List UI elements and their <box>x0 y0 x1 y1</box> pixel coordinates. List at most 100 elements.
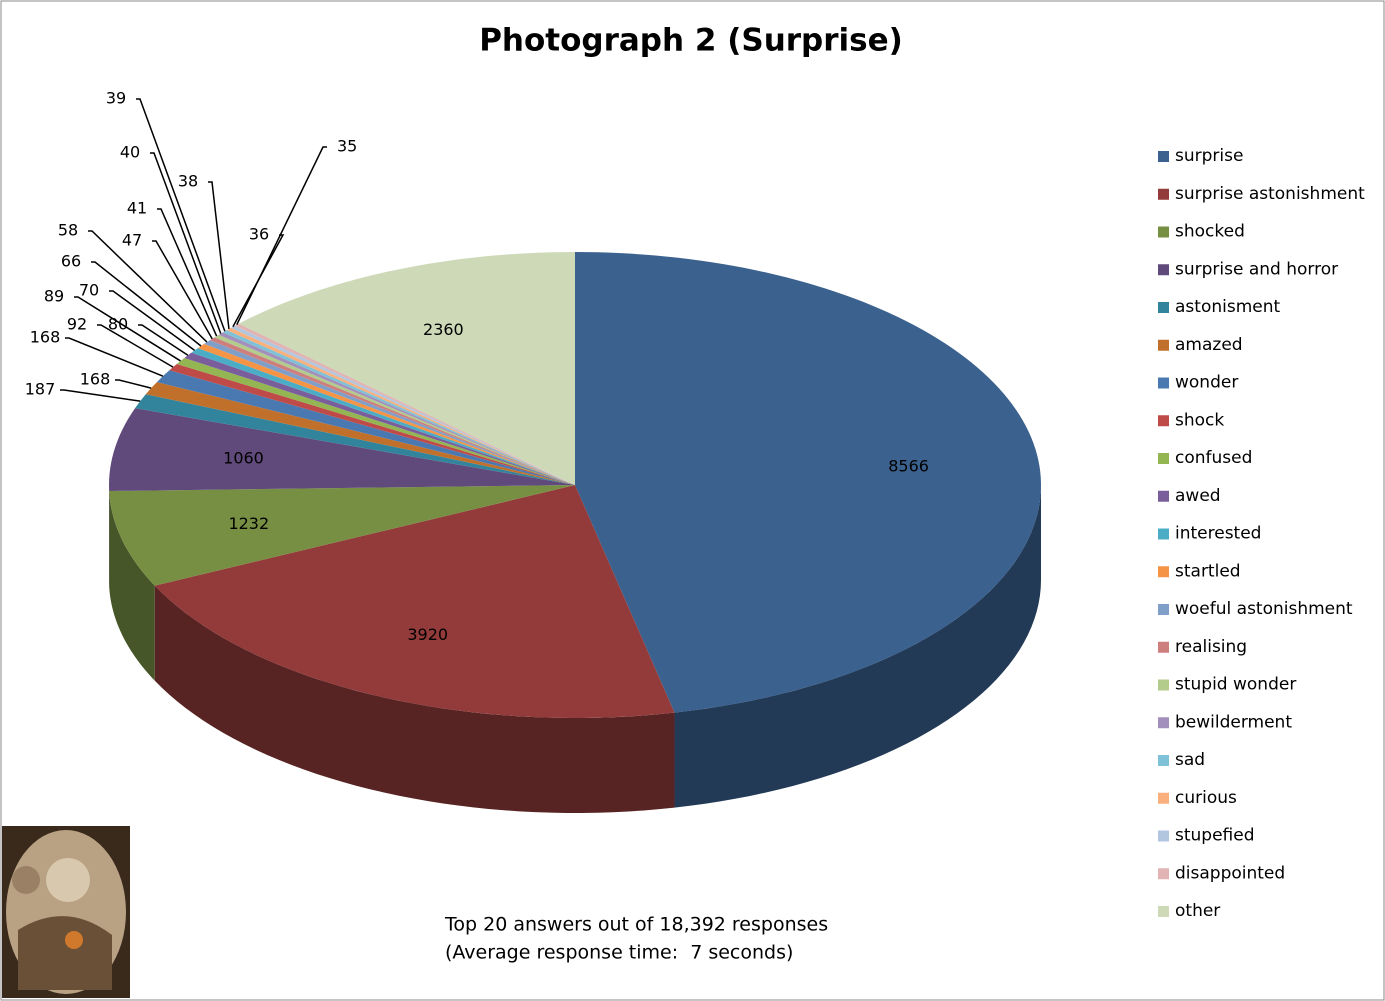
legend-label: other <box>1175 901 1220 921</box>
legend-label: curious <box>1175 788 1237 808</box>
legend-label: realising <box>1175 637 1247 657</box>
data-label: 168 <box>30 328 61 347</box>
data-label: 38 <box>178 172 198 191</box>
leader-line <box>91 261 202 347</box>
slice <box>222 330 576 485</box>
leader-line <box>157 208 218 337</box>
slice <box>109 408 576 492</box>
legend-label: awed <box>1175 486 1221 506</box>
slice <box>191 348 575 485</box>
annotation: Top 20 answers out of 18,392 responses <box>444 914 828 936</box>
legend-label: wonder <box>1175 373 1238 393</box>
legend-label: confused <box>1175 448 1252 468</box>
slice <box>109 485 576 586</box>
slice-side <box>109 491 155 681</box>
leader-line <box>150 152 222 334</box>
legend-label: amazed <box>1175 335 1243 355</box>
data-label: 187 <box>25 380 56 399</box>
leader-line <box>138 324 189 356</box>
data-label: 66 <box>61 252 81 271</box>
legend-label: sad <box>1175 750 1205 770</box>
legend-swatch <box>1158 906 1169 917</box>
slice <box>204 340 575 485</box>
legend-swatch <box>1158 528 1169 540</box>
leader-line <box>97 324 174 368</box>
data-label: 2360 <box>423 320 464 339</box>
legend-swatch <box>1158 604 1169 615</box>
legend-swatch <box>1158 566 1169 578</box>
data-label: 8566 <box>888 456 929 475</box>
leader-line <box>136 98 226 332</box>
legend-label: startled <box>1175 561 1241 581</box>
leader-line <box>88 230 208 343</box>
slice <box>218 332 576 485</box>
annotation: (Average response time: 7 seconds) <box>445 942 793 964</box>
leader-line <box>115 379 152 389</box>
legend-swatch <box>1158 755 1169 766</box>
legend-swatch <box>1158 792 1169 804</box>
slice-side <box>674 485 1041 808</box>
slice <box>226 327 576 485</box>
slice <box>238 252 575 485</box>
data-label: 47 <box>122 231 142 250</box>
data-label: 92 <box>67 315 87 334</box>
legend-swatch <box>1158 339 1169 351</box>
slice <box>234 323 576 485</box>
legend-label: surprise <box>1175 146 1243 166</box>
data-label: 35 <box>337 137 357 156</box>
legend-swatch <box>1158 188 1169 200</box>
data-label: 58 <box>58 221 78 240</box>
slice <box>176 357 576 485</box>
chart-title: Photograph 2 (Surprise) <box>479 23 903 59</box>
slice <box>184 352 575 485</box>
slice <box>135 394 575 485</box>
leader-line <box>74 296 181 362</box>
leader-line <box>109 290 196 351</box>
slice <box>214 334 576 485</box>
data-label: 41 <box>127 199 147 218</box>
photo <box>2 826 130 998</box>
legend-label: stupefied <box>1175 826 1255 846</box>
legend-swatch <box>1158 868 1169 880</box>
slice <box>230 325 575 485</box>
legend-swatch <box>1158 641 1169 653</box>
slice <box>209 337 575 485</box>
legend-swatch <box>1158 717 1169 729</box>
legend-label: shocked <box>1175 222 1245 242</box>
legend-label: woeful astonishment <box>1175 599 1353 619</box>
slice <box>197 343 576 485</box>
legend-swatch <box>1158 377 1169 389</box>
legend-swatch <box>1158 226 1169 238</box>
legend-swatch <box>1158 830 1169 842</box>
data-label: 80 <box>108 315 128 334</box>
slice <box>154 485 675 718</box>
legend-label: shock <box>1175 410 1224 430</box>
legend-label: surprise and horror <box>1175 259 1338 279</box>
data-label: 40 <box>120 143 140 162</box>
legend-swatch <box>1158 453 1169 464</box>
legend-swatch <box>1158 679 1169 691</box>
data-label: 1232 <box>228 514 269 533</box>
data-label: 168 <box>80 370 111 389</box>
slice <box>169 363 575 485</box>
legend-label: disappointed <box>1175 863 1285 883</box>
legend-label: interested <box>1175 524 1261 544</box>
data-label: 3920 <box>407 625 448 644</box>
legend-swatch <box>1158 302 1169 313</box>
data-label: 39 <box>106 89 126 108</box>
legend-swatch <box>1158 490 1169 502</box>
leader-line <box>60 389 141 402</box>
legend-swatch <box>1158 415 1169 427</box>
slice-side <box>154 585 675 813</box>
data-label: 89 <box>44 287 64 306</box>
slice <box>156 370 576 485</box>
leader-line <box>65 337 164 377</box>
legend-label: astonisment <box>1175 297 1280 317</box>
legend-label: stupid wonder <box>1175 675 1296 695</box>
legend-swatch <box>1158 264 1169 276</box>
data-label: 36 <box>249 225 269 244</box>
legend-label: surprise astonishment <box>1175 184 1365 204</box>
leader-line <box>236 146 327 326</box>
slice <box>575 252 1041 713</box>
